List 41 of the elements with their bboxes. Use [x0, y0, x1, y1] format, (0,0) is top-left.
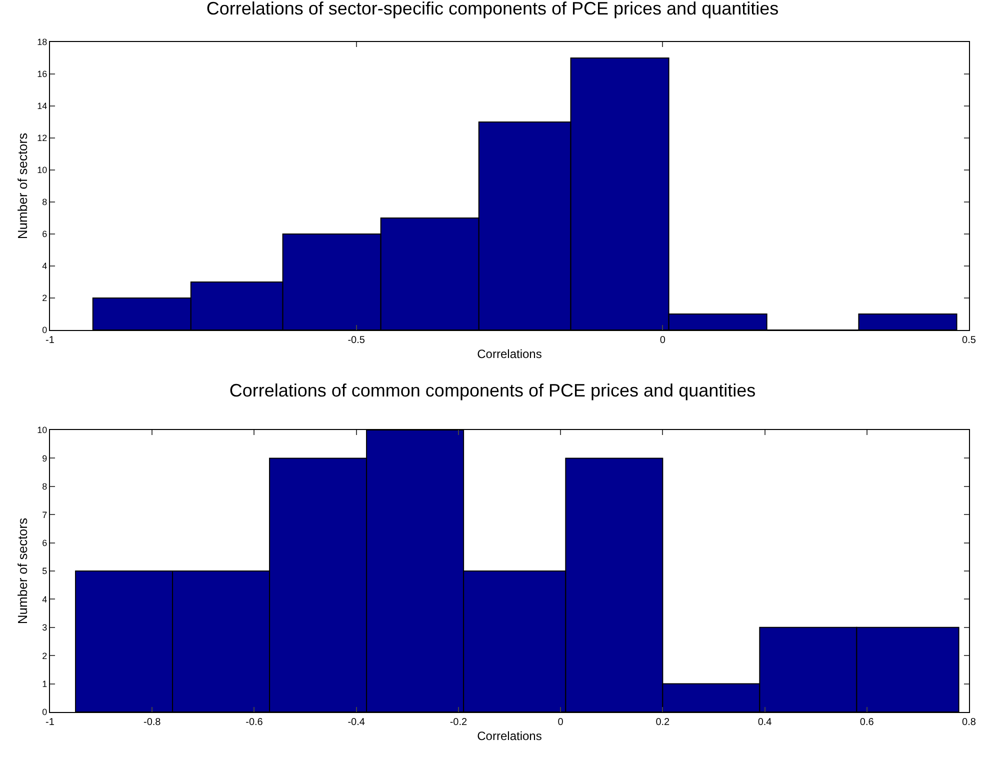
x-tick-label: -0.6 — [246, 717, 264, 728]
chart-title: Correlations of sector-specific components of PCE prices and quantities — [206, 0, 779, 19]
y-tick-label: 8 — [42, 482, 48, 492]
y-tick-label: 1 — [42, 678, 48, 689]
y-tick-label: 2 — [42, 293, 48, 304]
y-tick-label: 4 — [42, 594, 48, 604]
x-tick-label: -0.2 — [450, 717, 468, 728]
x-tick-label: 0.5 — [962, 335, 976, 346]
x-tick-label: -0.4 — [348, 717, 366, 728]
y-tick-label: 14 — [37, 101, 48, 112]
x-tick-label: -1 — [46, 335, 55, 346]
y-tick-label: 9 — [42, 453, 48, 464]
y-axis-title: Number of sectors — [15, 517, 30, 624]
y-tick-label: 7 — [42, 510, 48, 520]
x-tick-label: 0 — [660, 335, 666, 346]
y-axis-title: Number of sectors — [15, 132, 30, 240]
y-tick-label: 6 — [42, 229, 48, 240]
chart-title: Correlations of common components of PCE prices and quantities — [229, 380, 756, 401]
y-tick-label: 10 — [37, 165, 48, 176]
y-tick-label: 4 — [42, 261, 48, 272]
x-tick-label: 0.2 — [656, 717, 670, 728]
x-tick-label: -1 — [46, 717, 55, 728]
y-tick-label: 0 — [42, 325, 48, 336]
x-tick-label: 0.8 — [962, 717, 976, 728]
x-tick-label: 0 — [558, 717, 564, 728]
y-tick-label: 2 — [42, 650, 48, 661]
x-tick-label: -0.5 — [348, 335, 366, 346]
y-tick-label: 10 — [37, 425, 48, 436]
y-tick-label: 3 — [42, 622, 48, 633]
y-tick-label: 5 — [42, 566, 48, 576]
y-tick-label: 6 — [42, 538, 48, 548]
x-tick-label: 0.6 — [860, 717, 874, 728]
y-tick-label: 12 — [37, 133, 48, 144]
y-tick-label: 18 — [37, 37, 48, 48]
x-tick-label: 0.4 — [758, 717, 772, 728]
x-axis-title: Correlations — [477, 728, 542, 743]
x-tick-label: -0.8 — [143, 717, 162, 728]
y-tick-label: 8 — [42, 197, 48, 208]
y-tick-label: 16 — [37, 69, 48, 80]
x-axis-title: Correlations — [477, 346, 542, 361]
y-tick-label: 0 — [42, 707, 48, 718]
